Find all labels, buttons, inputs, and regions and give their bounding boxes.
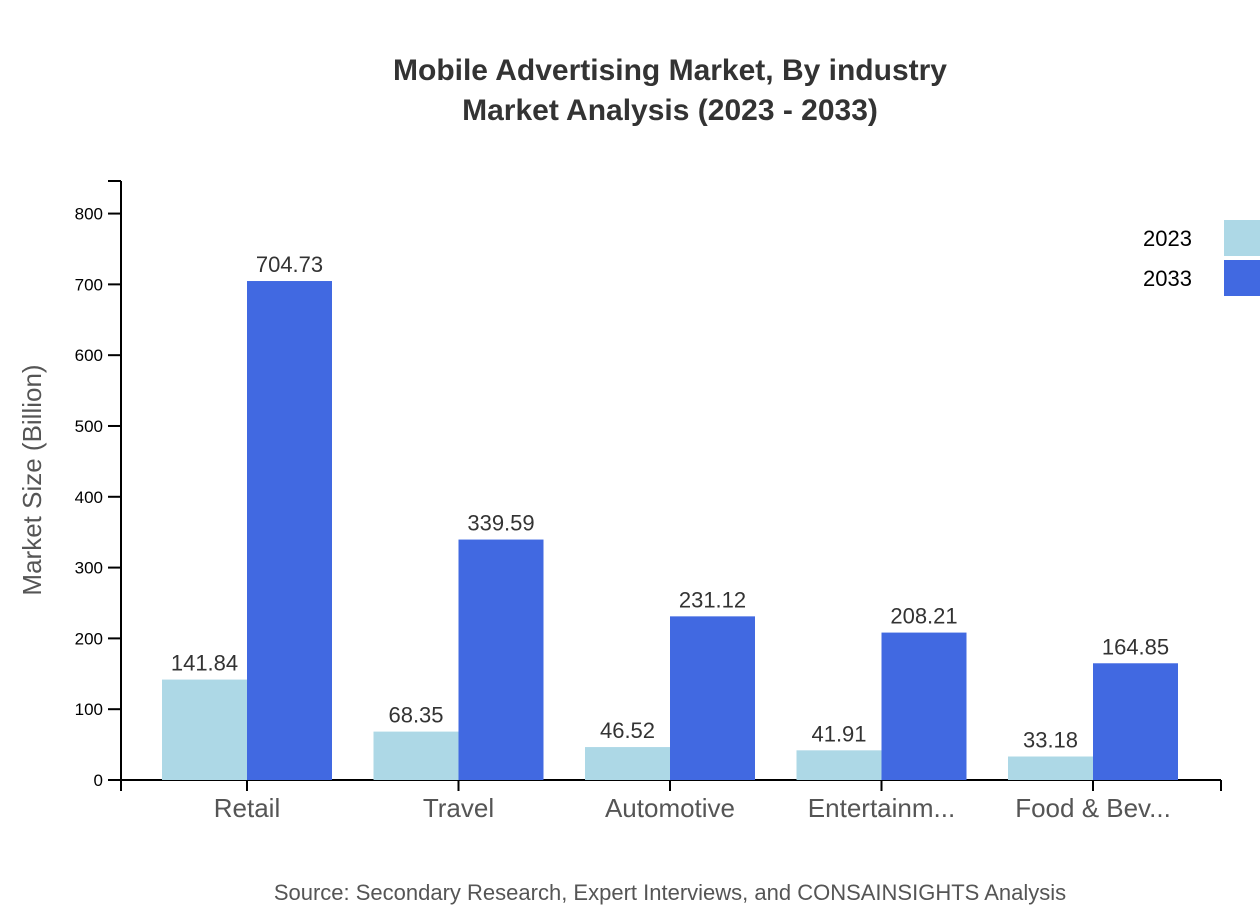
legend-swatch-2023 bbox=[1224, 220, 1260, 256]
data-label: 208.21 bbox=[890, 604, 957, 629]
bar-2023 bbox=[585, 747, 670, 780]
data-label: 164.85 bbox=[1102, 634, 1169, 659]
legend-label-2033: 2033 bbox=[1143, 266, 1192, 291]
data-label: 41.91 bbox=[811, 721, 866, 746]
x-tick-label: Food & Bev... bbox=[1015, 793, 1171, 823]
data-label: 704.73 bbox=[256, 252, 323, 277]
data-label: 68.35 bbox=[388, 703, 443, 728]
bar-2033 bbox=[670, 616, 755, 780]
bar-2023 bbox=[1008, 756, 1093, 780]
bar-2033 bbox=[881, 632, 967, 780]
y-tick-label: 700 bbox=[75, 275, 103, 294]
legend-label-2023: 2023 bbox=[1143, 226, 1192, 251]
bar-2033 bbox=[1093, 663, 1178, 780]
chart-title: Mobile Advertising Market, By industry bbox=[393, 54, 947, 87]
bar-2023 bbox=[373, 731, 459, 780]
y-tick-label: 500 bbox=[75, 417, 103, 436]
y-tick-label: 0 bbox=[94, 771, 103, 790]
y-tick-label: 600 bbox=[75, 346, 103, 365]
x-tick-label: Entertainm... bbox=[808, 793, 955, 823]
y-tick-label: 800 bbox=[75, 205, 103, 224]
data-label: 46.52 bbox=[600, 718, 655, 743]
y-tick-label: 200 bbox=[75, 629, 103, 648]
x-tick-label: Retail bbox=[214, 793, 280, 823]
x-tick-label: Travel bbox=[423, 793, 494, 823]
chart-subtitle: Market Analysis (2023 - 2033) bbox=[462, 94, 878, 127]
data-label: 33.18 bbox=[1023, 728, 1078, 753]
data-label: 339.59 bbox=[467, 511, 534, 536]
bar-2033 bbox=[458, 539, 544, 780]
bar-2023 bbox=[796, 750, 882, 780]
y-tick-label: 100 bbox=[75, 700, 103, 719]
source-note: Source: Secondary Research, Expert Inter… bbox=[274, 880, 1066, 905]
data-label: 231.12 bbox=[679, 587, 746, 612]
legend-swatch-2033 bbox=[1224, 260, 1260, 296]
bar-2023 bbox=[162, 679, 247, 780]
data-label: 141.84 bbox=[171, 651, 238, 676]
y-axis-label: Market Size (Billion) bbox=[17, 364, 47, 595]
x-tick-label: Automotive bbox=[605, 793, 735, 823]
bar-2033 bbox=[247, 281, 332, 780]
y-tick-label: 400 bbox=[75, 488, 103, 507]
y-tick-label: 300 bbox=[75, 559, 103, 578]
